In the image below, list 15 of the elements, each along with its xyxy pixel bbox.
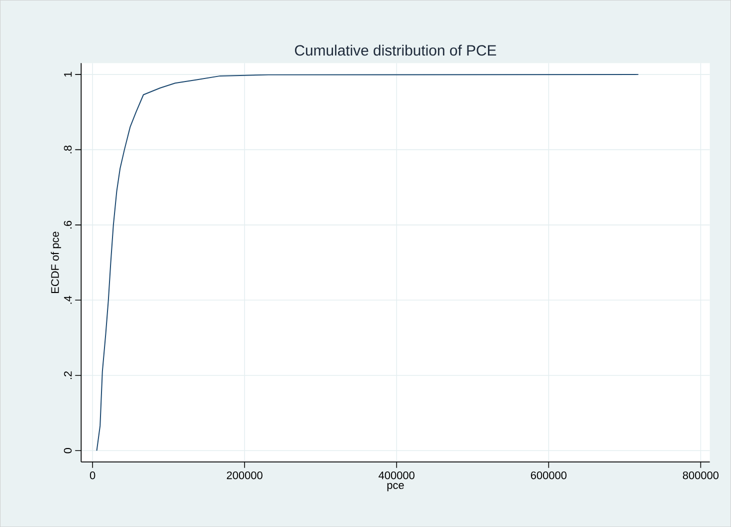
y-tick-label: 1 <box>64 72 72 77</box>
x-tick-label: 0 <box>90 471 96 480</box>
y-tick-label: .8 <box>64 146 72 154</box>
y-tick-label: .6 <box>64 220 72 228</box>
line-series <box>96 74 639 452</box>
y-tick-label: .4 <box>64 296 72 304</box>
x-tick-label: 800000 <box>682 471 719 480</box>
x-tick-label: 600000 <box>530 471 566 480</box>
x-tick-label: 400000 <box>378 471 414 480</box>
chart-title: Cumulative distribution of PCE <box>294 44 496 56</box>
y-tick-label: 0 <box>64 448 72 454</box>
y-axis-title: ECDF of pce <box>50 232 62 293</box>
y-tick-label: .2 <box>64 371 72 379</box>
x-axis-title: pce <box>387 483 404 492</box>
x-tick-label: 200000 <box>226 471 262 480</box>
